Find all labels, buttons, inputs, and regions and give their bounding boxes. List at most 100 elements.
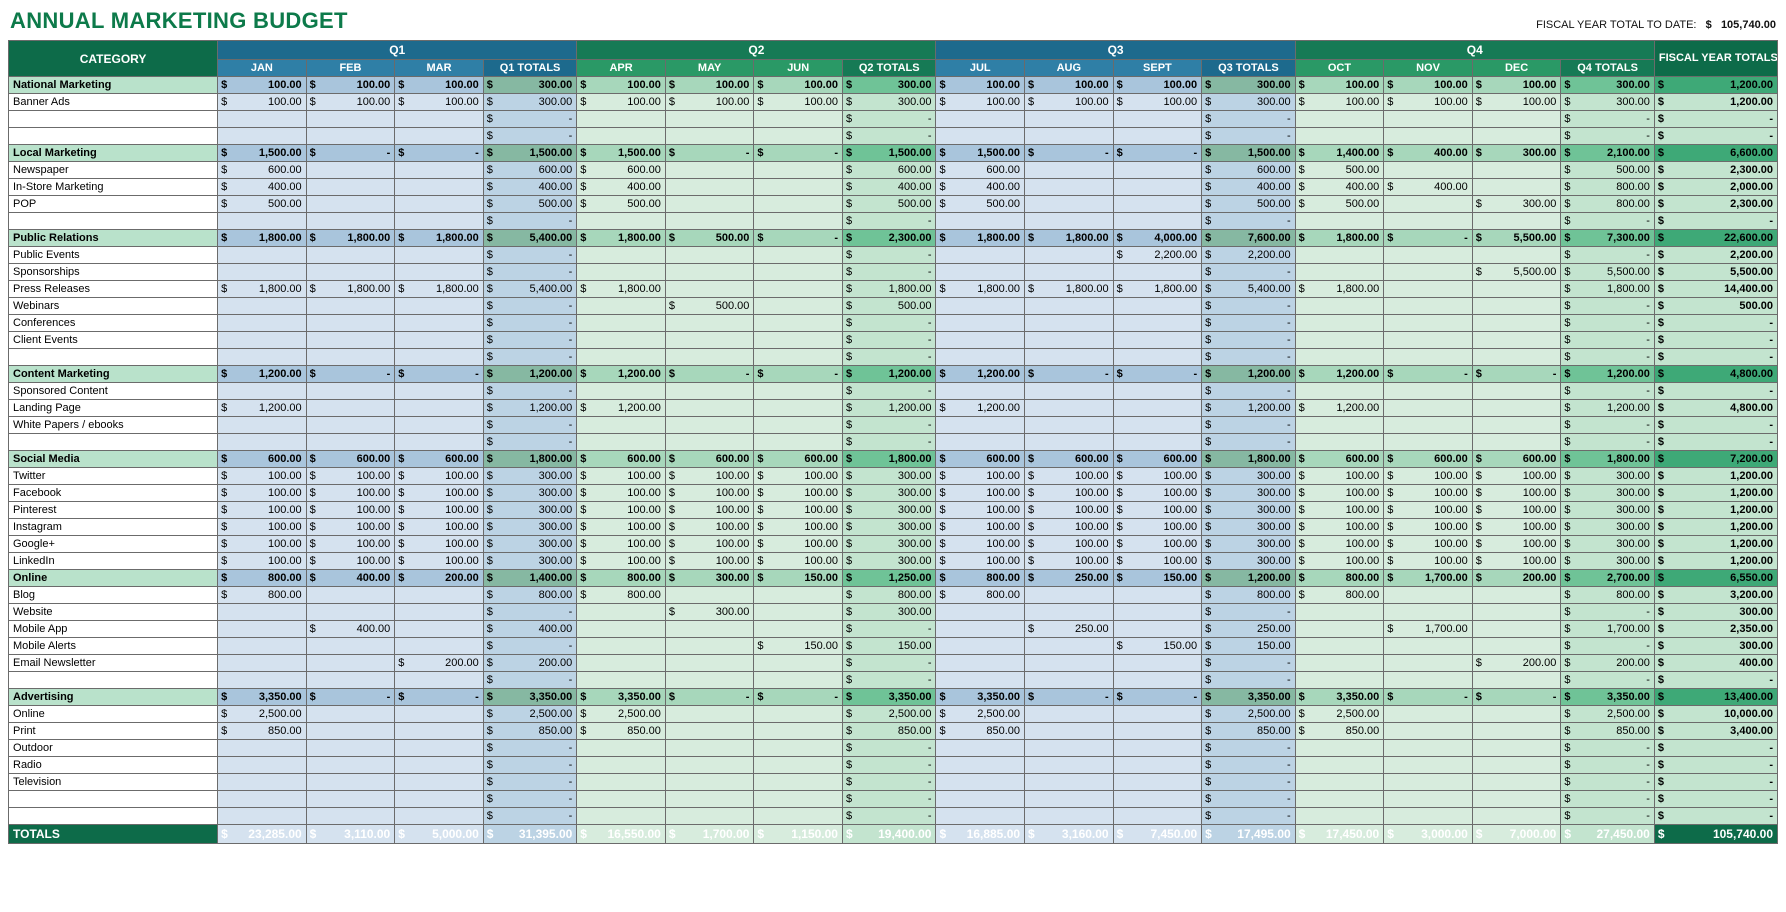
cell[interactable] [395, 604, 484, 621]
cell[interactable]: $1,800.00 [218, 281, 307, 298]
cell[interactable]: $- [842, 808, 936, 825]
cell[interactable]: $- [1561, 332, 1655, 349]
cell[interactable] [665, 655, 754, 672]
cell[interactable]: $- [1202, 672, 1296, 689]
cell[interactable] [395, 808, 484, 825]
cell[interactable]: $100.00 [1295, 94, 1384, 111]
cell[interactable]: $600.00 [754, 451, 843, 468]
cell[interactable] [577, 315, 666, 332]
cell[interactable]: $1,200.00 [218, 366, 307, 383]
cell[interactable] [395, 672, 484, 689]
cell[interactable]: $- [483, 757, 577, 774]
cell[interactable]: $300.00 [483, 502, 577, 519]
cell[interactable]: $300.00 [483, 519, 577, 536]
cell[interactable]: $- [1202, 740, 1296, 757]
cell[interactable]: $1,800.00 [218, 230, 307, 247]
cell[interactable]: $- [1561, 128, 1655, 145]
cell[interactable]: $400.00 [1384, 145, 1473, 162]
cell[interactable]: $400.00 [306, 570, 395, 587]
cell[interactable] [395, 247, 484, 264]
cell[interactable]: $- [1384, 230, 1473, 247]
cell[interactable]: $- [1202, 774, 1296, 791]
cell[interactable]: $100.00 [1113, 519, 1202, 536]
cell[interactable] [936, 791, 1025, 808]
cell[interactable] [1025, 774, 1114, 791]
cell[interactable]: $850.00 [1295, 723, 1384, 740]
cell[interactable] [306, 706, 395, 723]
cell[interactable]: $100.00 [218, 553, 307, 570]
cell[interactable]: $1,800.00 [1025, 230, 1114, 247]
cell[interactable] [577, 264, 666, 281]
cell[interactable] [306, 808, 395, 825]
cell[interactable] [577, 434, 666, 451]
cell[interactable]: $400.00 [218, 179, 307, 196]
cell[interactable] [1384, 247, 1473, 264]
cell[interactable] [1472, 706, 1561, 723]
cell[interactable] [1025, 213, 1114, 230]
cell[interactable] [1295, 315, 1384, 332]
cell[interactable] [1472, 740, 1561, 757]
cell[interactable]: $200.00 [1561, 655, 1655, 672]
cell[interactable] [395, 179, 484, 196]
cell[interactable] [218, 757, 307, 774]
cell[interactable]: $800.00 [1202, 587, 1296, 604]
cell[interactable]: $2,500.00 [842, 706, 936, 723]
cell[interactable]: $- [1113, 145, 1202, 162]
cell[interactable]: $800.00 [1295, 570, 1384, 587]
cell[interactable] [1384, 111, 1473, 128]
cell[interactable]: $100.00 [218, 77, 307, 94]
cell[interactable]: $300.00 [483, 553, 577, 570]
cell[interactable] [306, 774, 395, 791]
cell[interactable]: $500.00 [665, 230, 754, 247]
cell[interactable] [1384, 383, 1473, 400]
cell[interactable]: $1,800.00 [936, 230, 1025, 247]
cell[interactable]: $800.00 [936, 570, 1025, 587]
cell[interactable] [1025, 111, 1114, 128]
cell[interactable]: $100.00 [936, 77, 1025, 94]
cell[interactable]: $100.00 [1295, 485, 1384, 502]
cell[interactable]: $100.00 [218, 485, 307, 502]
cell[interactable] [1295, 774, 1384, 791]
cell[interactable] [754, 400, 843, 417]
cell[interactable] [577, 298, 666, 315]
cell[interactable]: $- [1202, 757, 1296, 774]
cell[interactable] [1295, 672, 1384, 689]
cell[interactable] [577, 808, 666, 825]
cell[interactable] [1295, 128, 1384, 145]
cell[interactable]: $1,200.00 [1202, 366, 1296, 383]
cell[interactable]: $100.00 [306, 502, 395, 519]
cell[interactable] [218, 298, 307, 315]
cell[interactable] [218, 349, 307, 366]
cell[interactable]: $- [1561, 604, 1655, 621]
cell[interactable]: $100.00 [1384, 536, 1473, 553]
cell[interactable]: $300.00 [1561, 485, 1655, 502]
cell[interactable]: $300.00 [1561, 468, 1655, 485]
cell[interactable]: $100.00 [1384, 468, 1473, 485]
cell[interactable]: $300.00 [483, 536, 577, 553]
cell[interactable] [1113, 604, 1202, 621]
cell[interactable] [1025, 315, 1114, 332]
cell[interactable] [936, 298, 1025, 315]
cell[interactable]: $1,800.00 [1113, 281, 1202, 298]
cell[interactable] [754, 757, 843, 774]
cell[interactable] [754, 587, 843, 604]
cell[interactable]: $100.00 [306, 468, 395, 485]
cell[interactable]: $300.00 [842, 553, 936, 570]
cell[interactable]: $- [1561, 434, 1655, 451]
cell[interactable] [306, 128, 395, 145]
cell[interactable] [1384, 672, 1473, 689]
cell[interactable] [1113, 264, 1202, 281]
cell[interactable] [218, 655, 307, 672]
cell[interactable] [754, 128, 843, 145]
cell[interactable] [665, 808, 754, 825]
cell[interactable] [1295, 383, 1384, 400]
cell[interactable]: $300.00 [1472, 145, 1561, 162]
cell[interactable]: $- [1384, 689, 1473, 706]
cell[interactable]: $1,800.00 [306, 230, 395, 247]
cell[interactable]: $1,800.00 [1561, 281, 1655, 298]
cell[interactable]: $100.00 [306, 553, 395, 570]
cell[interactable] [1295, 655, 1384, 672]
cell[interactable]: $1,500.00 [842, 145, 936, 162]
cell[interactable]: $1,800.00 [395, 281, 484, 298]
cell[interactable]: $100.00 [306, 519, 395, 536]
